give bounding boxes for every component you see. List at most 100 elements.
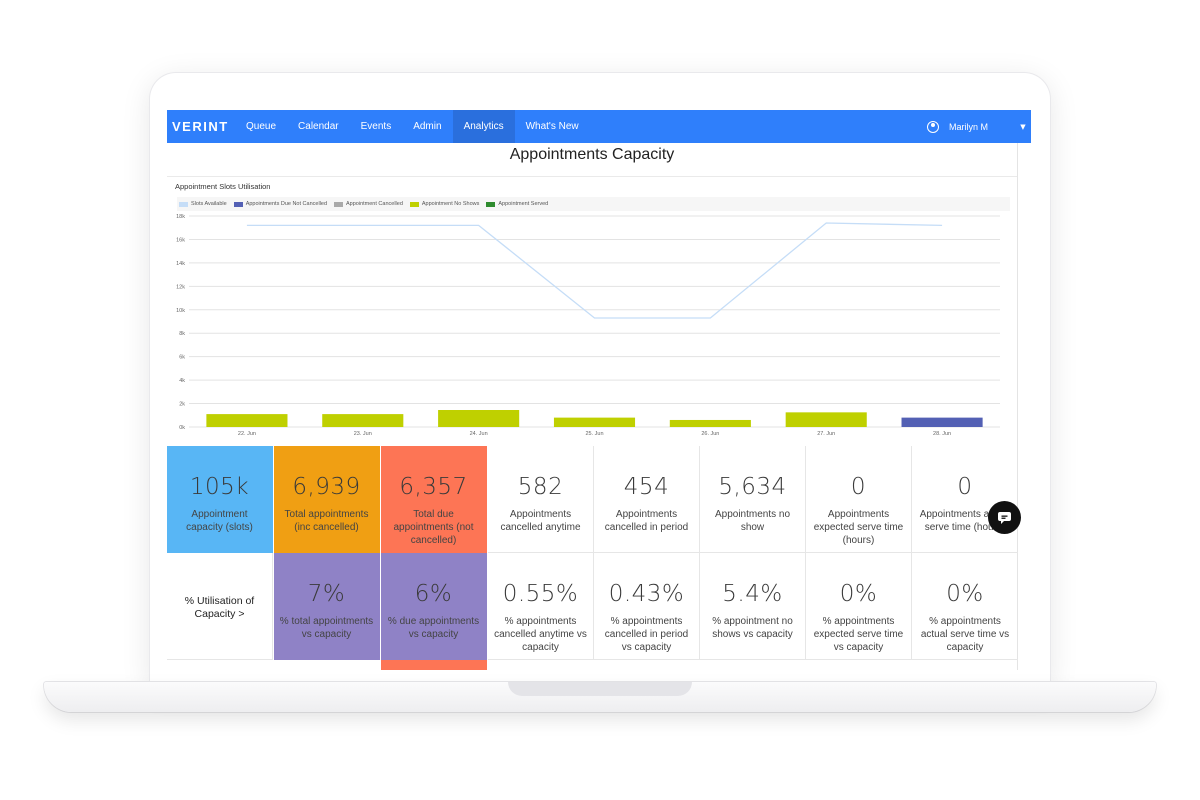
stat-value: 454 [623, 474, 670, 500]
stat-row3-partial [381, 660, 487, 670]
row-label-text: % Utilisation of Capacity > [184, 595, 255, 620]
stat-pct-total: 7% % total appointments vs capacity [274, 553, 380, 660]
chat-bubble-icon [997, 511, 1011, 524]
app-screen: VERINT Queue Calendar Events Admin Analy… [167, 110, 1031, 670]
stat-pct-cancelled-anytime: 0.55% % appointments cancelled anytime v… [488, 553, 594, 660]
bar-appointment-no-shows [785, 412, 867, 427]
y-tick-label: 8k [179, 331, 185, 337]
stat-expected-serve-time: 0 Appointments expected serve time (hour… [806, 446, 912, 553]
y-tick-label: 14k [176, 261, 185, 267]
stat-value: 0 [850, 474, 867, 500]
legend-item-no-shows[interactable]: Appointment No Shows [409, 201, 480, 207]
y-tick-label: 2k [179, 402, 185, 408]
bar-appointments-due-not-cancelled [901, 417, 983, 427]
stat-label: % appointments cancelled anytime vs capa… [494, 616, 587, 653]
legend-item-cancelled[interactable]: Appointment Cancelled [334, 201, 403, 207]
nav-item-admin[interactable]: Admin [413, 121, 442, 132]
user-circle-icon[interactable] [927, 120, 939, 133]
x-tick-label: 22. Jun [238, 431, 256, 437]
caret-down-icon[interactable]: ▼ [1020, 122, 1026, 131]
user-name[interactable]: Marilyn M [949, 121, 989, 132]
y-tick-label: 10k [176, 308, 185, 314]
stat-value: 6,357 [399, 474, 468, 500]
stat-value: 5,634 [718, 474, 787, 500]
stat-label: Appointment capacity (slots) [186, 509, 253, 533]
stat-label: % appointments expected serve time vs ca… [813, 616, 904, 653]
line-slots-available [246, 222, 943, 319]
y-tick-label: 0k [179, 425, 185, 431]
stat-value: 0% [946, 581, 984, 607]
stat-value: 105k [189, 474, 250, 500]
legend-label: Slots Available [191, 201, 227, 207]
legend-swatch [486, 201, 496, 207]
stat-value: 6,939 [292, 474, 361, 500]
bar-appointment-no-shows [553, 417, 636, 427]
stat-label: Appointments expected serve time (hours) [813, 509, 904, 546]
verint-logo[interactable]: VERINT [172, 119, 229, 134]
nav-item-whats-new[interactable]: What's New [525, 121, 579, 132]
x-tick-label: 26. Jun [701, 431, 719, 437]
stat-label: % appointments cancelled in period vs ca… [604, 616, 689, 653]
stat-value: 5.4% [722, 581, 783, 607]
legend-label: Appointment Cancelled [346, 201, 403, 207]
legend-item-served[interactable]: Appointment Served [486, 201, 548, 207]
stat-label: Appointments no show [714, 509, 791, 533]
chat-button[interactable] [988, 501, 1021, 534]
stat-pct-cancelled-in-period: 0.43% % appointments cancelled in period… [594, 553, 700, 660]
y-tick-label: 16k [176, 237, 185, 243]
legend-label: Appointments Due Not Cancelled [245, 201, 328, 207]
x-tick-label: 27. Jun [817, 431, 835, 437]
bar-appointment-no-shows [438, 410, 520, 427]
stat-value: 0 [957, 474, 973, 500]
stat-total-due: 6,357 Total due appointments (not cancel… [381, 446, 487, 553]
stat-label: Appointments cancelled in period [604, 509, 689, 533]
x-tick-label: 25. Jun [585, 431, 603, 437]
stat-value: 0.55% [502, 581, 579, 607]
stat-total-appointments: 6,939 Total appointments (inc cancelled) [274, 446, 380, 553]
stat-actual-serve-time: 0 Appointments actual serve time (hours) [912, 446, 1018, 553]
stat-label: % appointment no shows vs capacity [712, 616, 793, 640]
y-tick-label: 6k [179, 355, 185, 361]
bar-appointment-no-shows [669, 419, 751, 427]
nav-item-queue[interactable]: Queue [246, 121, 277, 132]
legend-item-slots-available[interactable]: Slots Available [179, 201, 227, 207]
x-tick-label: 28. Jun [933, 431, 951, 437]
stat-label: Appointments actual serve time (hours) [919, 509, 1011, 533]
legend-swatch [409, 201, 419, 207]
bar-appointment-no-shows [206, 414, 288, 427]
stat-pct-actual-serve: 0% % appointments actual serve time vs c… [912, 553, 1018, 660]
nav-item-events[interactable]: Events [360, 121, 392, 132]
stat-pct-expected-serve: 0% % appointments expected serve time vs… [806, 553, 912, 660]
stats-grid: 105k Appointment capacity (slots) 6,939 … [167, 446, 1018, 670]
legend-label: Appointment No Shows [421, 201, 480, 207]
chart-title: Appointment Slots Utilisation [175, 182, 271, 191]
nav-item-analytics[interactable]: Analytics [452, 110, 515, 143]
laptop-notch [508, 682, 692, 696]
stat-value: 582 [517, 474, 564, 500]
stat-value: 0% [839, 581, 878, 607]
stat-value: 6% [414, 581, 453, 607]
divider [1017, 143, 1018, 670]
y-tick-label: 4k [179, 378, 185, 384]
y-tick-label: 12k [176, 284, 185, 290]
stat-label: % appointments actual serve time vs capa… [920, 616, 1010, 653]
utilisation-row-label[interactable]: % Utilisation of Capacity > [167, 553, 273, 660]
legend-item-due-not-cancelled[interactable]: Appointments Due Not Cancelled [233, 201, 328, 207]
stat-label: % due appointments vs capacity [387, 616, 480, 640]
stat-label: Total due appointments (not cancelled) [393, 509, 474, 546]
legend-swatch [334, 201, 344, 207]
stat-label: Total appointments (inc cancelled) [284, 509, 369, 533]
stat-no-show: 5,634 Appointments no show [700, 446, 806, 553]
stat-label: Appointments cancelled anytime [500, 509, 581, 533]
utilisation-chart: Appointment Slots Utilisation Slots Avai… [167, 176, 1017, 442]
legend-swatch [233, 201, 243, 207]
stat-cancelled-in-period: 454 Appointments cancelled in period [594, 446, 700, 553]
nav-item-calendar[interactable]: Calendar [298, 121, 339, 132]
y-tick-label: 18k [176, 214, 185, 220]
bar-appointment-no-shows [322, 414, 404, 427]
legend-swatch [179, 201, 188, 207]
chart-plot: 0k 2k 4k 6k 8k 10k 12k 14k 16k 18k 22. Jun 23. Jun 2… [176, 214, 1000, 437]
stat-value: 0.43% [608, 581, 685, 607]
x-tick-label: 24. Jun [470, 431, 488, 437]
stat-pct-due: 6% % due appointments vs capacity [381, 553, 487, 660]
